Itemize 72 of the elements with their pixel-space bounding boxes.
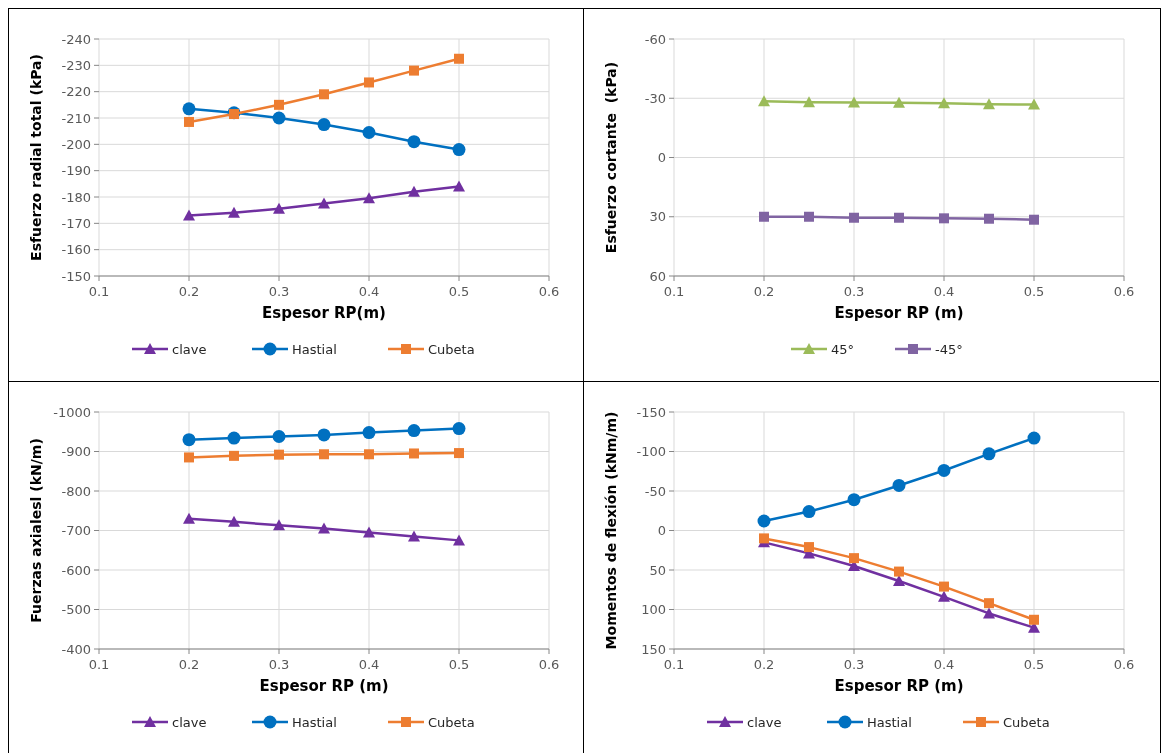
x-tick-label: 0.3 [843,284,865,299]
x-tick-label: 0.6 [538,657,560,672]
y-tick-label: 150 [641,641,666,657]
x-tick-label: 0.4 [358,284,380,299]
legend-label: clave [172,341,207,357]
x-tick-label: 0.3 [268,657,290,672]
y-tick-label: -400 [61,641,91,657]
y-tick-label: -160 [61,242,91,258]
x-axis-title: Espesor RP (m) [834,677,964,695]
legend-label: -45° [935,341,963,357]
legend-label: Cubeta [428,341,475,357]
legend-label: clave [747,714,782,730]
x-tick-label: 0.2 [753,284,775,299]
y-tick-label: -150 [61,268,91,284]
y-tick-label: -180 [61,189,91,205]
x-tick-label: 0.3 [268,284,290,299]
y-tick-label: 30 [649,209,666,225]
x-tick-label: 0.1 [663,657,685,672]
legend-label: Hastial [292,714,337,730]
y-tick-label: 0 [657,150,666,166]
legend-label: Cubeta [1003,714,1050,730]
y-tick-label: -500 [61,602,91,618]
y-tick-label: -190 [61,163,91,179]
legend-label: Cubeta [428,714,475,730]
y-tick-label: -30 [644,90,666,106]
x-tick-label: 0.4 [933,657,955,672]
x-tick-label: 0.4 [933,284,955,299]
y-axis-title: Fuerzas axialesl (kN/m) [28,438,44,623]
y-tick-label: 100 [641,602,666,618]
x-tick-label: 0.6 [1113,284,1135,299]
y-tick-label: -700 [61,523,91,539]
x-tick-label: 0.1 [88,657,110,672]
x-tick-label: 0.6 [538,284,560,299]
y-tick-label: -600 [61,562,91,578]
y-tick-label: -800 [61,483,91,499]
legend-label: Hastial [292,341,337,357]
y-tick-label: -200 [61,136,91,152]
y-tick-label: 0 [657,523,666,539]
x-axis-title: Espesor RP (m) [259,677,389,695]
x-axis-title: Espesor RP (m) [834,304,964,322]
x-tick-label: 0.1 [663,284,685,299]
y-tick-label: -150 [636,404,666,420]
x-tick-label: 0.1 [88,284,110,299]
x-tick-label: 0.4 [358,657,380,672]
legend-label: clave [172,714,207,730]
legend-label: Hastial [867,714,912,730]
y-tick-label: -240 [61,31,91,47]
x-tick-label: 0.5 [1023,284,1045,299]
y-tick-label: -1000 [53,404,91,420]
x-tick-label: 0.2 [178,284,200,299]
x-tick-label: 0.2 [178,657,200,672]
y-tick-label: 50 [649,562,666,578]
y-tick-label: -50 [644,483,666,499]
x-axis-title: Espesor RP(m) [262,304,386,322]
y-axis-title: Momentos de flexión (kNm/m) [603,411,619,650]
y-axis-title: Esfuerzo cortante (kPa) [603,61,619,254]
y-axis-title: Esfuerzo radial total (kPa) [28,54,44,261]
y-tick-label: -220 [61,84,91,100]
x-tick-label: 0.5 [448,284,470,299]
y-tick-label: -100 [636,444,666,460]
y-tick-label: 60 [649,268,666,284]
x-tick-label: 0.6 [1113,657,1135,672]
y-tick-label: -900 [61,444,91,460]
x-tick-label: 0.3 [843,657,865,672]
y-tick-label: -230 [61,57,91,73]
y-tick-label: -170 [61,215,91,231]
legend-label: 45° [831,341,855,357]
x-tick-label: 0.5 [1023,657,1045,672]
x-tick-label: 0.5 [448,657,470,672]
x-tick-label: 0.2 [753,657,775,672]
y-tick-label: -60 [644,31,666,47]
y-tick-label: -210 [61,110,91,126]
